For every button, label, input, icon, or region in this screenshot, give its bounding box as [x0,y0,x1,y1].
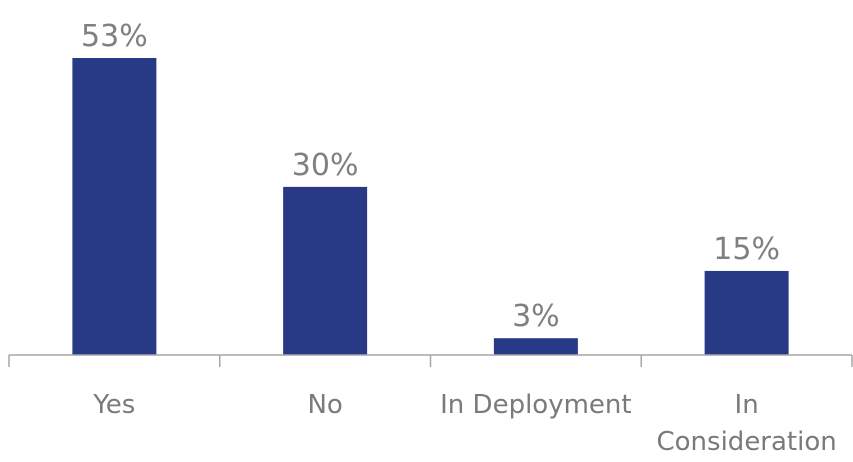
bar [283,186,368,355]
data-label: 30% [292,148,359,183]
category-label: Yes [92,390,135,420]
category-label-line: Yes [92,390,135,420]
category-label-line: No [307,390,342,420]
data-label: 15% [713,232,780,267]
bars [72,58,789,355]
bar [493,338,578,355]
category-label-line: Consideration [657,427,837,457]
category-labels: Yes No In Deployment In Consideration [92,390,836,457]
bar [704,270,789,355]
category-label: In Deployment [440,390,631,420]
category-label: In Consideration [657,390,837,457]
x-axis-ticks [8,355,853,367]
category-label-line: In [735,390,759,420]
x-axis [8,354,853,367]
category-label: No [307,390,342,420]
category-label-line: In Deployment [440,390,631,420]
bar [72,58,157,355]
data-label: 3% [512,299,560,334]
data-labels: 53% 30% 3% 15% [81,19,780,334]
data-label: 53% [81,19,148,54]
